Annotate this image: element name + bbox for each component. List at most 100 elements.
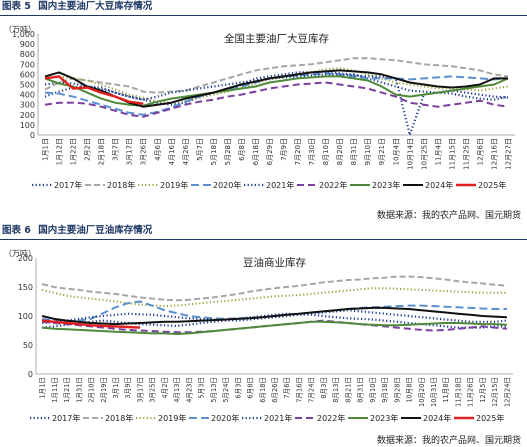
- x-tick-label: 2月2日: [84, 138, 92, 161]
- x-tick-label: 1月11日: [51, 377, 59, 403]
- legend-item: 2024年: [401, 413, 451, 423]
- y-tick-label: 100: [20, 121, 35, 130]
- x-tick-label: 1月31日: [75, 377, 83, 403]
- legend-item: 2022年: [297, 180, 347, 190]
- x-tick-label: 11月25日: [462, 138, 470, 170]
- x-tick-label: 1月12日: [56, 138, 64, 165]
- x-tick-label: 4月6日: [154, 138, 162, 161]
- x-tick-label: 11月26日: [467, 377, 475, 407]
- x-tick-label: 6月8日: [247, 377, 255, 399]
- series-line-2021年: [44, 73, 509, 137]
- figure-6-header: 图表 6 国内主要油厂豆油库存情况: [0, 224, 527, 240]
- x-tick-label: 9月21日: [378, 138, 386, 165]
- x-tick-label: 2月18日: [98, 138, 106, 165]
- x-tick-label: 5月13日: [210, 377, 218, 403]
- figure-5-title: 国内主要油厂大豆库存情况: [38, 1, 153, 12]
- figure-5-label: 图表 5: [2, 1, 31, 12]
- series-line-2019年: [41, 287, 507, 308]
- y-tick-label: 900: [20, 40, 35, 49]
- x-tick-label: 12月6日: [476, 138, 484, 165]
- series-line-2021年: [41, 309, 508, 325]
- x-tick-label: 10月14日: [406, 138, 414, 170]
- x-tick-label: 4月23日: [185, 377, 193, 403]
- x-tick-label: 5月3日: [198, 377, 206, 399]
- legend-label: 2019年: [160, 180, 188, 190]
- x-tick-label: 4月2日: [161, 377, 169, 399]
- legend-label: 2021年: [264, 413, 292, 423]
- x-tick-label: 10月31日: [430, 377, 438, 407]
- x-tick-label: 10月25日: [420, 138, 428, 170]
- x-tick-label: 11月18日: [454, 377, 462, 407]
- x-tick-label: 8月31日: [350, 138, 358, 165]
- x-tick-label: 11月4日: [434, 138, 442, 165]
- y-tick-label: 100: [18, 312, 33, 321]
- x-tick-label: 7月24日: [308, 377, 316, 403]
- chart-title: 全国主要油厂大豆库存: [224, 32, 329, 45]
- y-tick-label: 400: [20, 91, 35, 100]
- legend-item: 2025年: [454, 413, 504, 423]
- series-line-2018年: [41, 275, 507, 302]
- legend-label: 2017年: [52, 413, 80, 423]
- x-tick-label: 6月18日: [252, 138, 260, 165]
- x-tick-label: 9月18日: [381, 377, 389, 403]
- legend-label: 2020年: [213, 180, 241, 190]
- x-tick-label: 8月20日: [336, 138, 344, 165]
- y-tick-label: 600: [20, 70, 35, 79]
- y-tick-label: 150: [18, 283, 33, 292]
- series-line-2024年: [41, 306, 507, 326]
- x-tick-label: 1月1日: [42, 138, 50, 161]
- x-tick-label: 11月8日: [442, 377, 450, 403]
- x-tick-label: 12月16日: [490, 138, 498, 170]
- x-tick-label: 5月18日: [210, 138, 218, 165]
- x-tick-label: 7月9日: [280, 138, 288, 161]
- legend-label: 2024年: [423, 413, 451, 423]
- x-tick-label: 1月22日: [70, 138, 78, 165]
- legend-label: 2023年: [372, 180, 400, 190]
- x-tick-label: 9月10日: [369, 377, 377, 403]
- legend-label: 2023年: [370, 413, 398, 423]
- legend-item: 2025年: [456, 180, 506, 190]
- legend-item: 2017年: [32, 180, 82, 190]
- x-tick-label: 4月16日: [168, 138, 176, 165]
- y-tick-label: 200: [18, 254, 33, 263]
- legend-label: 2022年: [317, 413, 345, 423]
- x-tick-label: 6月29日: [266, 138, 274, 165]
- x-tick-label: 12月5日: [479, 377, 487, 403]
- figure-6-source: 数据来源：我的农产品网、国元期货: [376, 436, 521, 446]
- legend-item: 2022年: [295, 413, 345, 423]
- legend-label: 2018年: [107, 180, 135, 190]
- y-tick-label: 200: [20, 111, 35, 120]
- legend-item: 2017年: [30, 413, 80, 423]
- chart-title: 豆油商业库存: [243, 256, 306, 269]
- x-tick-label: 8月31日: [357, 377, 365, 403]
- figure-5-source: 数据来源：我的农产品网、国元期货: [376, 211, 521, 221]
- y-tick-label: 0: [30, 131, 35, 140]
- x-tick-label: 11月15日: [448, 138, 456, 170]
- figure-5-header: 图表 5 国内主要油厂大豆库存情况: [0, 0, 527, 16]
- series-line-2018年: [44, 57, 509, 94]
- x-tick-label: 3月9日: [124, 377, 132, 399]
- x-tick-label: 8月21日: [344, 377, 352, 403]
- x-tick-label: 10月4日: [392, 138, 400, 165]
- x-tick-label: 6月26日: [271, 377, 279, 403]
- legend-item: 2018年: [83, 413, 133, 423]
- y-tick-label: 500: [20, 81, 35, 90]
- x-tick-label: 7月20日: [294, 138, 302, 165]
- series-line-2025年: [44, 75, 144, 105]
- legend-label: 2025年: [476, 413, 504, 423]
- x-tick-label: 3月7日: [112, 138, 120, 161]
- x-tick-label: 4月13日: [173, 377, 181, 403]
- series-line-2017年: [41, 312, 507, 329]
- x-tick-label: 1月1日: [39, 377, 47, 399]
- y-tick-label: 0: [28, 370, 33, 379]
- chart-soybean-inventory: 全国主要油厂大豆库存 （万吨） 0 100 200 300 400 500 600 700 800 9…: [0, 18, 527, 208]
- legend-label: 2017年: [54, 180, 82, 190]
- series-line-2017年: [44, 70, 509, 106]
- series-line-2023年: [42, 320, 507, 335]
- chart-soyoil-inventory: 豆油商业库存 （万吨） 0 50 100 150 200 1月1日 1月11日 1月21日 1月31…: [0, 242, 527, 432]
- x-tick-label: 3月26日: [140, 138, 148, 165]
- x-tick-label: 5月7日: [196, 138, 204, 161]
- legend-label: 2022年: [319, 180, 347, 190]
- x-tick-label: 4月26日: [182, 138, 190, 165]
- x-tick-label: 5月28日: [224, 138, 232, 165]
